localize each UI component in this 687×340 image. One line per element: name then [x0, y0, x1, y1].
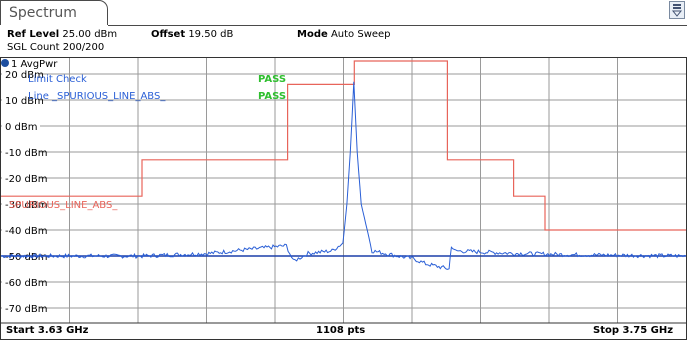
- display-config-glyph: [671, 4, 683, 17]
- limit-line-path: [1, 60, 686, 231]
- tab-spectrum[interactable]: Spectrum: [0, 0, 108, 25]
- mode-value: Auto Sweep: [330, 29, 391, 40]
- trace-path: [0, 81, 687, 270]
- trace-label: 1 AvgPwr: [0, 59, 57, 72]
- y-tick-label: -70 dBm: [5, 304, 47, 315]
- ref-level-readout: Ref Level 25.00 dBm: [7, 29, 117, 40]
- limit-line-name: SPURIOUS_LINE_ABS_: [9, 200, 118, 211]
- y-tick-label: -20 dBm: [5, 174, 47, 185]
- offset-value: 19.50 dB: [188, 29, 234, 40]
- trace-1: [0, 81, 687, 270]
- limit-check-result: PASS: [258, 74, 287, 85]
- y-tick-label: -40 dBm: [5, 226, 47, 237]
- tab-bar: Spectrum: [0, 0, 687, 26]
- ref-level-label: Ref Level: [7, 29, 60, 40]
- ref-level-value: 25.00 dBm: [62, 29, 118, 40]
- y-tick-label: 10 dBm: [5, 96, 44, 107]
- y-tick-label-bg: [2, 275, 40, 288]
- sweep-points: 1108 pts: [316, 325, 366, 336]
- limit-line-result: PASS: [258, 91, 287, 102]
- y-tick-label: -30 dBm: [5, 200, 47, 211]
- start-frequency: Start 3.63 GHz: [6, 325, 89, 336]
- limit-line-label: Line _SPURIOUS_LINE_ABS_: [28, 91, 166, 102]
- stop-frequency: Stop 3.75 GHz: [593, 325, 674, 336]
- y-tick-label-bg: [2, 93, 40, 106]
- y-tick-label-bg: [2, 171, 40, 184]
- y-tick-label-bg: [2, 197, 40, 210]
- limit-check-label: Limit Check: [28, 74, 87, 85]
- display-config-icon[interactable]: [669, 1, 685, 19]
- y-tick-label-bg: [2, 67, 40, 80]
- offset-label: Offset: [151, 29, 186, 40]
- spectrum-diagram[interactable]: 20 dBm 10 dBm 0 dBm -10 dBm -20 dBm -30 dBm -4…: [0, 57, 687, 340]
- y-tick-label: 0 dBm: [5, 122, 38, 133]
- y-tick-label-bg: [2, 119, 40, 132]
- grid: [1, 57, 686, 323]
- mode-label: Mode: [297, 29, 328, 40]
- y-tick-label-bg: [2, 223, 40, 236]
- y-tick-label-bg: [2, 301, 40, 314]
- tab-divider: [108, 25, 687, 26]
- offset-readout: Offset 19.50 dB: [151, 29, 233, 40]
- limit-line: [1, 60, 686, 231]
- sgl-count: SGL Count 200/200: [7, 42, 105, 53]
- trace-indicator-icon: [1, 59, 9, 67]
- trace-label-text: 1 AvgPwr: [11, 59, 58, 70]
- footer-bar: Start 3.63 GHz 1108 pts Stop 3.75 GHz: [0, 322, 687, 340]
- mode-readout: Mode Auto Sweep: [297, 29, 391, 40]
- y-tick-label: 20 dBm: [5, 70, 44, 81]
- y-axis-labels: 20 dBm 10 dBm 0 dBm -10 dBm -20 dBm -30 dBm -4…: [2, 67, 47, 315]
- y-tick-label: -10 dBm: [5, 148, 47, 159]
- y-tick-label-bg: [2, 145, 40, 158]
- y-tick-label: -60 dBm: [5, 278, 47, 289]
